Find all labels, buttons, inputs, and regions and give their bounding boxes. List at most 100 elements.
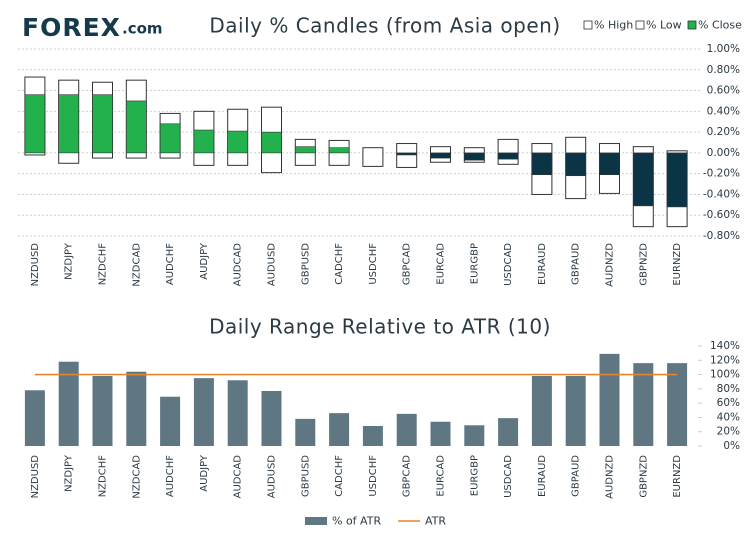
bar <box>160 396 181 446</box>
legend-label: % Close <box>698 19 742 32</box>
x-tick-label: GBPUSD <box>300 455 311 497</box>
x-tick-label: AUDCHF <box>165 243 176 285</box>
y-tick-label: 140% <box>710 340 740 352</box>
candle-body <box>396 152 418 156</box>
x-tick-label: AUDCAD <box>233 243 244 287</box>
x-tick-label: EURNZD <box>672 243 683 286</box>
y-tick-label: 80% <box>717 383 740 395</box>
y-tick-label: 0.20% <box>707 126 740 138</box>
x-tick-label: GBPNZD <box>638 455 649 498</box>
candle-body <box>463 152 485 161</box>
y-tick-label: 60% <box>717 397 740 409</box>
x-tick-label: NZDJPY <box>64 454 75 492</box>
x-tick-label: GBPCAD <box>402 243 413 285</box>
candle-body <box>531 152 553 176</box>
legend-label: % High <box>594 19 633 32</box>
x-tick-label: GBPAUD <box>571 455 582 497</box>
x-tick-label: NZDUSD <box>30 243 41 287</box>
x-tick-label: GBPCAD <box>402 455 413 497</box>
candle-body <box>92 94 113 154</box>
x-tick-label: AUDJPY <box>199 242 210 280</box>
bar <box>599 353 620 446</box>
candle-body <box>58 94 80 154</box>
x-tick-label: EURAUD <box>537 243 548 285</box>
legend-swatch <box>635 20 645 30</box>
y-tick-label: 0.00% <box>707 147 740 159</box>
candle-body <box>193 129 215 154</box>
x-tick-label: NZDCAD <box>131 455 142 499</box>
candle-body <box>632 152 654 207</box>
x-tick-label: NZDJPY <box>64 242 75 280</box>
candle-range <box>497 138 519 165</box>
legend-swatch <box>687 20 697 30</box>
y-tick-label: -0.60% <box>703 209 740 221</box>
bar <box>464 425 485 446</box>
candle-body <box>24 94 46 154</box>
legend-label: ATR <box>425 515 446 528</box>
x-tick-label: GBPUSD <box>300 243 311 285</box>
y-tick-label: 0.40% <box>707 105 740 117</box>
x-tick-label: AUDNZD <box>605 243 616 287</box>
x-tick-label: NZDUSD <box>30 455 41 499</box>
y-tick-label: 120% <box>710 354 740 366</box>
y-tick-label: 0.80% <box>707 64 740 76</box>
x-tick-label: EURAUD <box>537 455 548 497</box>
candle-body <box>261 131 282 154</box>
y-tick-label: 0.60% <box>707 85 740 97</box>
x-tick-label: EURGBP <box>469 243 480 284</box>
x-tick-label: AUDCHF <box>165 455 176 497</box>
y-tick-label: 0% <box>723 440 740 452</box>
bar <box>667 363 688 446</box>
x-tick-label: AUDJPY <box>199 454 210 492</box>
candle-body <box>294 146 316 154</box>
x-tick-label: EURNZD <box>672 455 683 498</box>
y-tick-label: -0.80% <box>703 230 740 242</box>
bar <box>261 391 282 446</box>
y-tick-label: 100% <box>710 369 740 381</box>
candle-range <box>362 147 384 167</box>
bar <box>92 376 113 446</box>
chart-title: Daily % Candles (from Asia open) <box>209 14 560 38</box>
logo-suffix: .com <box>122 20 163 38</box>
bar <box>126 371 147 446</box>
candle-body <box>599 152 620 176</box>
x-tick-label: USDCHF <box>368 243 379 285</box>
x-tick-label: AUDNZD <box>605 455 616 499</box>
y-tick-label: 40% <box>717 411 740 423</box>
candle-body <box>126 100 147 154</box>
bar <box>565 376 586 446</box>
x-tick-label: EURCAD <box>436 243 447 285</box>
y-tick-label: -0.40% <box>703 188 740 200</box>
x-tick-label: CADCHF <box>334 455 345 497</box>
bar <box>193 378 214 446</box>
bar <box>531 376 552 446</box>
logo: FOREX .com <box>22 13 163 42</box>
bar <box>396 413 417 446</box>
x-tick-label: USDCHF <box>368 455 379 497</box>
legend-label: % Low <box>646 19 682 32</box>
legend-label: % of ATR <box>332 515 381 528</box>
candle-body <box>159 123 181 154</box>
candle-body <box>227 130 248 154</box>
x-tick-label: CADCHF <box>334 243 345 285</box>
chart-title: Daily Range Relative to ATR (10) <box>209 315 551 339</box>
candle-body <box>328 147 350 154</box>
candle-range <box>396 143 418 168</box>
bar <box>430 421 451 446</box>
y-tick-label: 1.00% <box>707 43 740 55</box>
x-tick-label: AUDUSD <box>267 455 278 499</box>
x-tick-label: USDCAD <box>503 455 514 498</box>
y-tick-label: 20% <box>717 426 740 438</box>
candle-body <box>666 152 688 208</box>
x-tick-label: AUDCAD <box>233 455 244 499</box>
candle-body <box>565 152 587 177</box>
bar <box>227 380 248 446</box>
y-tick-label: -0.20% <box>703 168 740 180</box>
candle-body <box>430 152 451 159</box>
x-tick-label: EURCAD <box>436 455 447 497</box>
bar <box>498 418 519 446</box>
x-tick-label: USDCAD <box>503 243 514 286</box>
bar <box>295 418 316 446</box>
x-tick-label: GBPAUD <box>571 243 582 285</box>
